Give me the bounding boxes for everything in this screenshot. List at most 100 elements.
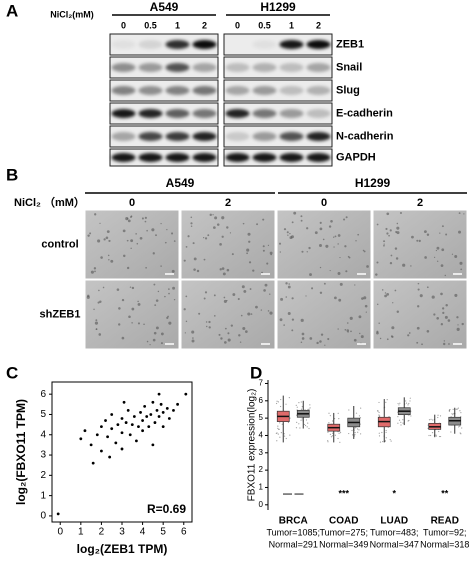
blot-frame	[223, 125, 333, 148]
cell-speck	[460, 268, 463, 271]
cell-speck	[325, 244, 329, 248]
blot-band	[138, 153, 163, 162]
jitter	[378, 401, 380, 404]
jitter	[289, 417, 291, 419]
cell-speck	[323, 282, 326, 285]
point	[124, 421, 128, 424]
blot-band	[252, 86, 277, 95]
y-tick-label: 1	[259, 483, 264, 492]
cell-speck	[418, 239, 421, 243]
cell-speck	[411, 235, 414, 239]
jitter	[397, 422, 399, 424]
cell-speck	[366, 265, 369, 268]
jitter	[296, 421, 298, 423]
cell-speck	[383, 240, 386, 243]
cell-speck	[426, 286, 429, 289]
cell-speck	[108, 239, 111, 243]
jitter	[331, 435, 334, 437]
cell-speck	[190, 225, 193, 227]
cell-speck	[173, 299, 176, 301]
jitter	[432, 419, 434, 421]
cell-speck	[386, 232, 389, 235]
point	[161, 411, 165, 414]
cell-speck	[386, 338, 389, 341]
cell-speck	[316, 341, 319, 345]
cell-speck	[261, 271, 264, 274]
cell-speck	[436, 316, 439, 320]
blot-band	[165, 109, 190, 118]
jitter	[438, 430, 440, 433]
cell-speck	[172, 286, 176, 290]
cell-speck	[419, 294, 423, 298]
jitter	[360, 433, 362, 435]
cell-speck	[333, 246, 335, 248]
cell-speck	[99, 300, 102, 303]
panel-label: A	[6, 1, 18, 20]
cell-speck	[226, 226, 229, 229]
blot-band	[111, 40, 136, 49]
jitter	[439, 415, 442, 417]
point	[184, 392, 188, 396]
jitter	[402, 419, 404, 421]
cell-speck	[246, 252, 248, 255]
cell-speck	[269, 293, 271, 295]
cell-speck	[338, 298, 342, 302]
cell-speck	[131, 307, 135, 311]
cell-speck	[386, 212, 390, 216]
cell-speck	[105, 236, 109, 240]
blot-band	[279, 40, 304, 49]
cell-speck	[103, 238, 106, 241]
blot-band	[138, 40, 163, 49]
cell-speck	[458, 230, 462, 234]
jitter	[279, 405, 282, 408]
cell-speck	[107, 254, 110, 257]
dose: 1	[175, 20, 180, 30]
y-tick-label: 3	[259, 448, 264, 457]
cell-speck	[171, 232, 174, 235]
cell-speck	[417, 282, 420, 285]
jitter	[385, 437, 387, 439]
cell-speck	[440, 264, 444, 267]
cell-speck	[439, 232, 441, 234]
blot-band	[165, 63, 190, 72]
cell-speck	[392, 302, 394, 304]
protein-label: GAPDH	[336, 151, 376, 163]
cell-speck	[391, 326, 395, 330]
point	[122, 400, 126, 404]
protein-label: Slug	[336, 84, 360, 96]
cell-speck	[216, 223, 220, 226]
cell-line: H1299	[355, 176, 391, 190]
cell-speck	[263, 289, 266, 292]
cell-speck	[363, 250, 366, 253]
jitter	[277, 433, 279, 435]
cell-speck	[191, 330, 195, 334]
point	[130, 423, 134, 427]
jitter	[400, 421, 402, 423]
jitter	[358, 429, 360, 431]
y-tick-label: 1	[40, 490, 46, 501]
dose: 0	[129, 197, 135, 209]
jitter	[277, 401, 279, 403]
jitter	[355, 427, 357, 429]
dose: 0.5	[258, 20, 271, 30]
x-tick-label: 0	[57, 527, 63, 538]
cell-speck	[227, 338, 231, 342]
cell-speck	[283, 324, 285, 326]
cell-speck	[376, 331, 379, 335]
jitter	[285, 437, 287, 440]
x-axis-label: log₂(ZEB1 TPM)	[77, 542, 168, 556]
cell-speck	[264, 283, 268, 287]
cell-speck	[209, 213, 212, 217]
y-tick-label: 7	[259, 379, 264, 388]
cell-speck	[287, 312, 291, 316]
cell-speck	[385, 227, 388, 231]
cell-speck	[442, 342, 446, 346]
cell-speck	[168, 321, 172, 325]
cell-speck	[417, 288, 420, 291]
cell-speck	[153, 331, 157, 335]
cell-speck	[221, 235, 224, 238]
cell-speck	[262, 245, 265, 248]
jitter	[329, 415, 331, 417]
cell-speck	[204, 291, 208, 294]
cell-speck	[435, 249, 438, 252]
